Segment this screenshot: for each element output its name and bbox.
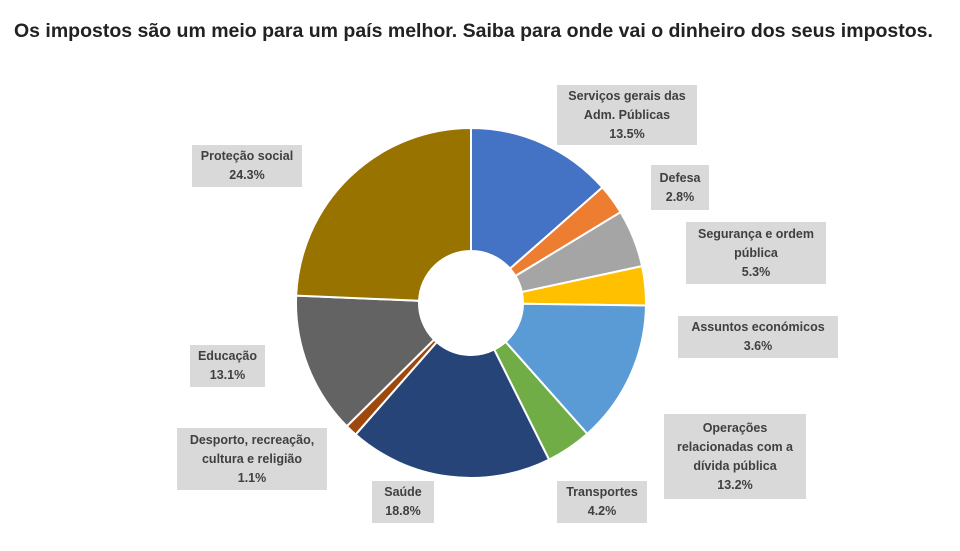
data-label: Operações relacionadas com a dívida públ… bbox=[664, 414, 806, 499]
data-label-name: Saúde bbox=[384, 485, 422, 499]
data-label-name: Serviços gerais das Adm. Públicas bbox=[568, 88, 686, 122]
slice-4 bbox=[504, 302, 647, 436]
slice-8 bbox=[295, 294, 436, 428]
data-label-value: 24.3% bbox=[229, 168, 265, 182]
data-label-name: Transportes bbox=[566, 485, 638, 499]
slice-9 bbox=[295, 126, 472, 302]
data-label: Transportes 4.2% bbox=[557, 481, 647, 523]
data-label-value: 4.2% bbox=[587, 504, 617, 518]
data-label: Segurança e ordem pública 5.3% bbox=[686, 222, 826, 284]
data-label: Saúde 18.8% bbox=[372, 481, 434, 523]
data-label-name: Proteção social bbox=[200, 149, 294, 163]
data-label-name: Assuntos económicos bbox=[691, 320, 825, 334]
page-title: Os impostos são um meio para um país mel… bbox=[14, 20, 933, 42]
data-label: Defesa 2.8% bbox=[651, 165, 709, 210]
data-label-name: Desporto, recreação, cultura e religião bbox=[189, 432, 315, 466]
data-label-value: 13.2% bbox=[717, 477, 753, 492]
data-label: Assuntos económicos 3.6% bbox=[678, 316, 838, 358]
data-label-value: 18.8% bbox=[385, 504, 421, 518]
data-label-name: Educação bbox=[197, 349, 258, 363]
slice-0 bbox=[470, 126, 604, 271]
data-label: Serviços gerais das Adm. Públicas 13.5% bbox=[557, 85, 697, 145]
data-label-name: Operações relacionadas com a dívida públ… bbox=[676, 420, 794, 473]
data-label-value: 2.8% bbox=[665, 189, 695, 204]
data-label-name: Segurança e ordem pública bbox=[697, 226, 814, 260]
data-label: Proteção social 24.3% bbox=[192, 145, 302, 187]
slice-6 bbox=[354, 340, 551, 479]
data-label: Educação 13.1% bbox=[190, 345, 265, 387]
data-label-value: 13.5% bbox=[609, 126, 645, 141]
data-label-value: 1.1% bbox=[237, 470, 267, 485]
data-label-value: 5.3% bbox=[741, 264, 771, 279]
data-label-name: Defesa bbox=[659, 170, 701, 185]
data-label-value: 13.1% bbox=[209, 368, 246, 382]
data-label-value: 3.6% bbox=[743, 339, 773, 353]
data-label: Desporto, recreação, cultura e religião 1… bbox=[177, 428, 327, 490]
